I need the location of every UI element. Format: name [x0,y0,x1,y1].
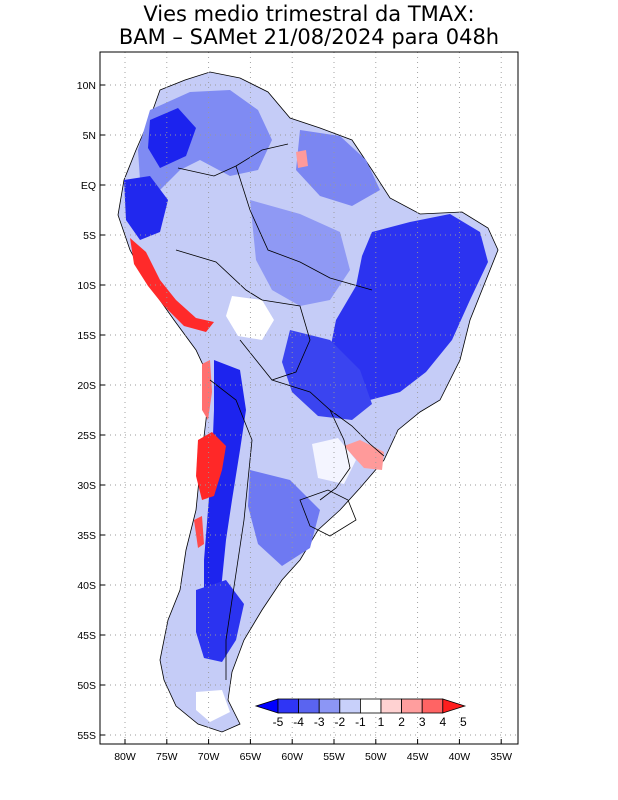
lon-tick-label: 40W [449,751,471,763]
colorbar-label: -4 [293,715,304,729]
cold-bias-region-guianas [296,130,380,206]
colorbar-label: 1 [378,715,385,729]
cold-bias-region-colombia [148,108,196,168]
colorbar-label: 3 [419,715,426,729]
neutral-region-tierra-del-fuego [196,690,230,722]
map-title-line-2: BAM – SAMet 21/08/2024 para 048h [118,25,500,49]
cold-bias-region-pampas [248,470,320,566]
colorbar-swatch [380,698,403,714]
colorbar-label: -2 [334,715,345,729]
colorbar-label: -5 [273,715,284,729]
colorbar-label: -3 [314,715,325,729]
cold-bias-region-central [250,200,350,306]
warm-bias-region-south-chile [194,516,204,548]
colorbar-label: 2 [398,715,405,729]
lat-tick-label: 40S [77,580,96,592]
colorbar-swatch [359,698,382,714]
lon-tick-label: 65W [240,751,262,763]
graticule [100,52,518,744]
colorbar-label: 5 [460,715,467,729]
warm-bias-region-chile-north [196,432,226,500]
lon-tick-label: 55W [323,751,345,763]
lat-tick-label: EQ [81,180,96,192]
warm-bias-region-guiana-spot [296,150,308,168]
cold-bias-region-andes-east [204,360,246,620]
lat-tick-label: 5N [83,130,96,142]
lat-tick-label: 10N [77,80,96,92]
colorbar-swatch [339,698,361,714]
cold-bias-region-west-coast [124,176,168,240]
colorbar-label: -1 [355,715,366,729]
lon-tick-label: 45W [407,751,429,763]
lat-tick-label: 55S [77,730,96,742]
colorbar-label: 4 [439,715,446,729]
longitude-axis: 80W 75W 70W 65W 60W 55W 50W 45W 40W 35W [114,739,512,763]
map-frame [99,51,519,745]
country-borders [175,143,385,680]
lat-tick-label: 50S [77,680,96,692]
lon-tick-label: 60W [281,751,303,763]
lat-tick-label: 25S [77,430,96,442]
colorbar: -5 -4 -3 -2 -1 1 2 3 4 5 [254,698,467,729]
warm-bias-region-chile-coast [202,360,212,420]
neutral-region-paraguay [312,438,356,484]
colorbar-arrow-right [442,698,467,714]
colorbar-swatch [421,698,444,714]
lon-tick-label: 50W [365,751,387,763]
lon-tick-label: 80W [114,751,136,763]
warm-bias-region-peru [130,238,214,332]
colorbar-swatch [298,698,320,714]
lon-tick-label: 70W [198,751,220,763]
colorbar-swatch [401,698,423,714]
latitude-axis: 10N 5N EQ 5S 10S 15S 20S 25S 30S 35S 40S 45S 50S 55S [77,80,105,742]
map-content [100,52,518,744]
lat-tick-label: 10S [77,280,96,292]
lon-tick-label: 35W [490,751,512,763]
map-title-line-1: Vies medio trimestral da TMAX: [143,2,475,26]
lon-tick-label: 75W [156,751,178,763]
colorbar-swatch [277,698,300,714]
lat-tick-label: 5S [83,230,96,242]
lat-tick-label: 30S [77,480,96,492]
lat-tick-label: 35S [77,530,96,542]
lat-tick-label: 15S [77,330,96,342]
cold-bias-region-east [330,214,488,400]
lat-tick-label: 45S [77,630,96,642]
colorbar-swatch [318,698,341,714]
lat-tick-label: 20S [77,380,96,392]
